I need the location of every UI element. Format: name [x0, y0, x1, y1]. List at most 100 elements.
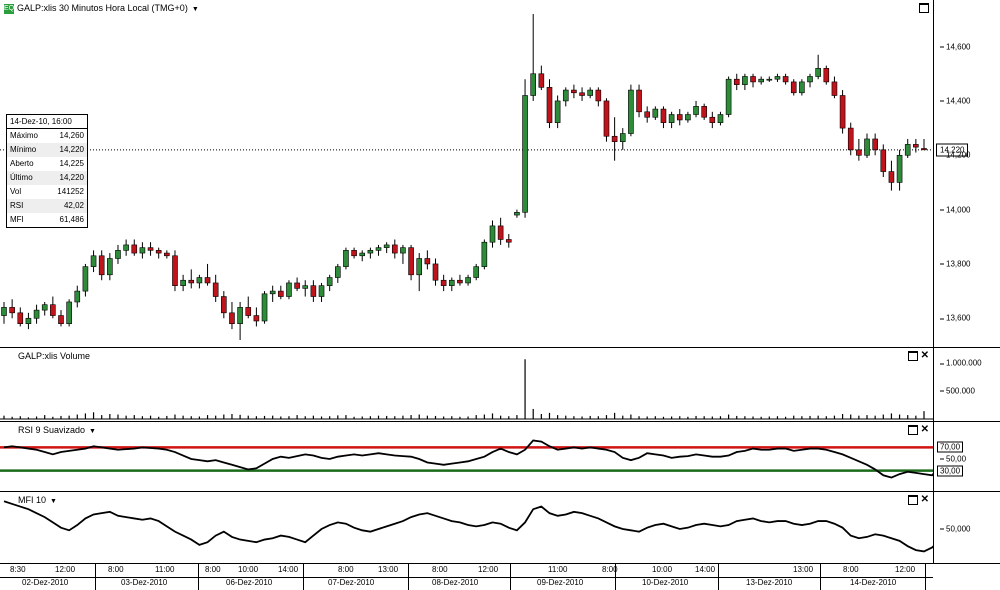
candle-body: [107, 258, 113, 276]
last-price-label: 14,220: [936, 143, 969, 157]
mfi-chart: [3, 500, 933, 553]
info-row-value: 14,225: [59, 159, 84, 168]
candle-body: [253, 315, 260, 322]
time-hour-label: 14:00: [695, 565, 716, 574]
info-row: Último 14,220: [7, 171, 87, 185]
candle-body: [514, 212, 520, 216]
maximize-icon[interactable]: [907, 495, 918, 505]
time-hour-label: 12:00: [895, 565, 916, 574]
candle-body: [481, 241, 488, 267]
time-hour-label: 8:30: [10, 565, 26, 574]
time-date-label: 10-Dez-2010: [642, 578, 689, 587]
maximize-icon[interactable]: [919, 3, 929, 13]
rsi-panel: RSI 9 Suavizado ▼ ✕: [0, 422, 933, 491]
chevron-down-icon[interactable]: ▼: [89, 428, 96, 435]
time-hour-label: 14:00: [278, 565, 299, 574]
candle-body: [856, 149, 862, 156]
candle-body: [1, 307, 7, 316]
price-panel-title[interactable]: EQ GALP:xlis 30 Minutos Hora Local (TMG+0…: [4, 3, 199, 14]
candle-body: [221, 296, 227, 314]
candle-body: [74, 290, 81, 303]
candle-body: [571, 89, 577, 94]
candle-body: [457, 279, 463, 284]
time-hour-label: 11:00: [155, 565, 175, 574]
candle-body: [335, 266, 341, 278]
volume-panel-window-buttons: ✕: [905, 351, 929, 361]
candle-body: [180, 279, 186, 286]
candle-body: [432, 263, 439, 281]
candle-body: [212, 282, 219, 297]
candle-body: [17, 312, 24, 325]
volume-y-axis: 1.000.000 500.000: [933, 348, 1000, 421]
candle-body: [725, 78, 732, 115]
info-row-value: 14,260: [59, 131, 84, 140]
candle-body: [41, 304, 48, 311]
candle-body: [408, 247, 414, 276]
candle-body: [782, 76, 789, 83]
info-row: MFI 61,486: [7, 213, 87, 227]
candle-body: [815, 68, 821, 77]
candle-body: [888, 171, 895, 183]
candle-body: [359, 252, 366, 257]
candle-body: [644, 111, 650, 118]
mfi-tick-label: 50,000: [940, 525, 970, 534]
candle-body: [9, 307, 15, 314]
volume-panel: GALP:xlis Volume ✕: [0, 348, 933, 421]
candle-body: [733, 78, 740, 85]
candle-body: [229, 312, 235, 325]
candle-body: [115, 250, 121, 259]
info-row-label: Máximo: [10, 131, 39, 140]
volume-chart: [0, 359, 933, 420]
date-separator: [95, 564, 96, 590]
time-date-label: 03-Dez-2010: [121, 578, 168, 587]
rsi-line: [3, 439, 933, 479]
candle-body: [448, 279, 455, 286]
candle-body: [652, 108, 659, 118]
chevron-down-icon[interactable]: ▼: [191, 6, 199, 13]
time-hour-label: 12:00: [55, 565, 76, 574]
candle-body: [864, 138, 870, 156]
candle-body: [896, 154, 903, 183]
info-row: Mínimo 14,220: [7, 143, 87, 157]
info-box-header: 14-Dez-10, 16:00: [7, 115, 87, 129]
mfi-y-axis: 50,000: [933, 492, 1000, 563]
candle-body: [595, 89, 602, 102]
maximize-icon[interactable]: [907, 351, 918, 361]
candle-body: [709, 116, 716, 123]
candle-body: [530, 73, 537, 96]
candle-body: [742, 76, 748, 85]
info-row-label: RSI: [10, 201, 24, 210]
close-icon[interactable]: ✕: [920, 424, 929, 435]
rsi-panel-title[interactable]: RSI 9 Suavizado ▼: [18, 425, 96, 435]
time-hour-label: 8:00: [602, 565, 618, 574]
candle-body: [603, 100, 610, 137]
candle-body: [90, 255, 97, 267]
price-panel-title-text: GALP:xlis 30 Minutos Hora Local (TMG+0): [17, 3, 188, 13]
info-row-value: 61,486: [59, 215, 84, 224]
mfi-panel-title[interactable]: MFI 10 ▼: [18, 495, 57, 505]
chevron-down-icon[interactable]: ▼: [50, 498, 57, 505]
info-row: RSI 42,02: [7, 199, 87, 213]
mfi-line: [3, 500, 933, 553]
candle-body: [465, 277, 471, 284]
volume-panel-title[interactable]: GALP:xlis Volume: [18, 351, 91, 361]
time-date-label: 09-Dez-2010: [537, 578, 584, 587]
close-icon[interactable]: ✕: [920, 494, 929, 505]
info-row-value: 141252: [57, 187, 84, 196]
candle-body: [82, 266, 89, 292]
candle-body: [847, 127, 854, 151]
time-date-label: 07-Dez-2010: [328, 578, 375, 587]
candle-body: [245, 307, 252, 316]
date-band: [0, 577, 933, 590]
candle-body: [416, 258, 423, 276]
info-row-value: 14,220: [59, 173, 84, 182]
candle-body: [913, 144, 919, 148]
time-hour-label: 8:00: [432, 565, 448, 574]
candle-body: [261, 293, 268, 322]
price-tick-label: 14,400: [940, 96, 970, 105]
time-hour-label: 11:00: [548, 565, 568, 574]
candle-body: [611, 135, 618, 142]
maximize-icon[interactable]: [907, 425, 918, 435]
price-tick-label: 13,600: [940, 314, 970, 323]
close-icon[interactable]: ✕: [920, 350, 929, 361]
